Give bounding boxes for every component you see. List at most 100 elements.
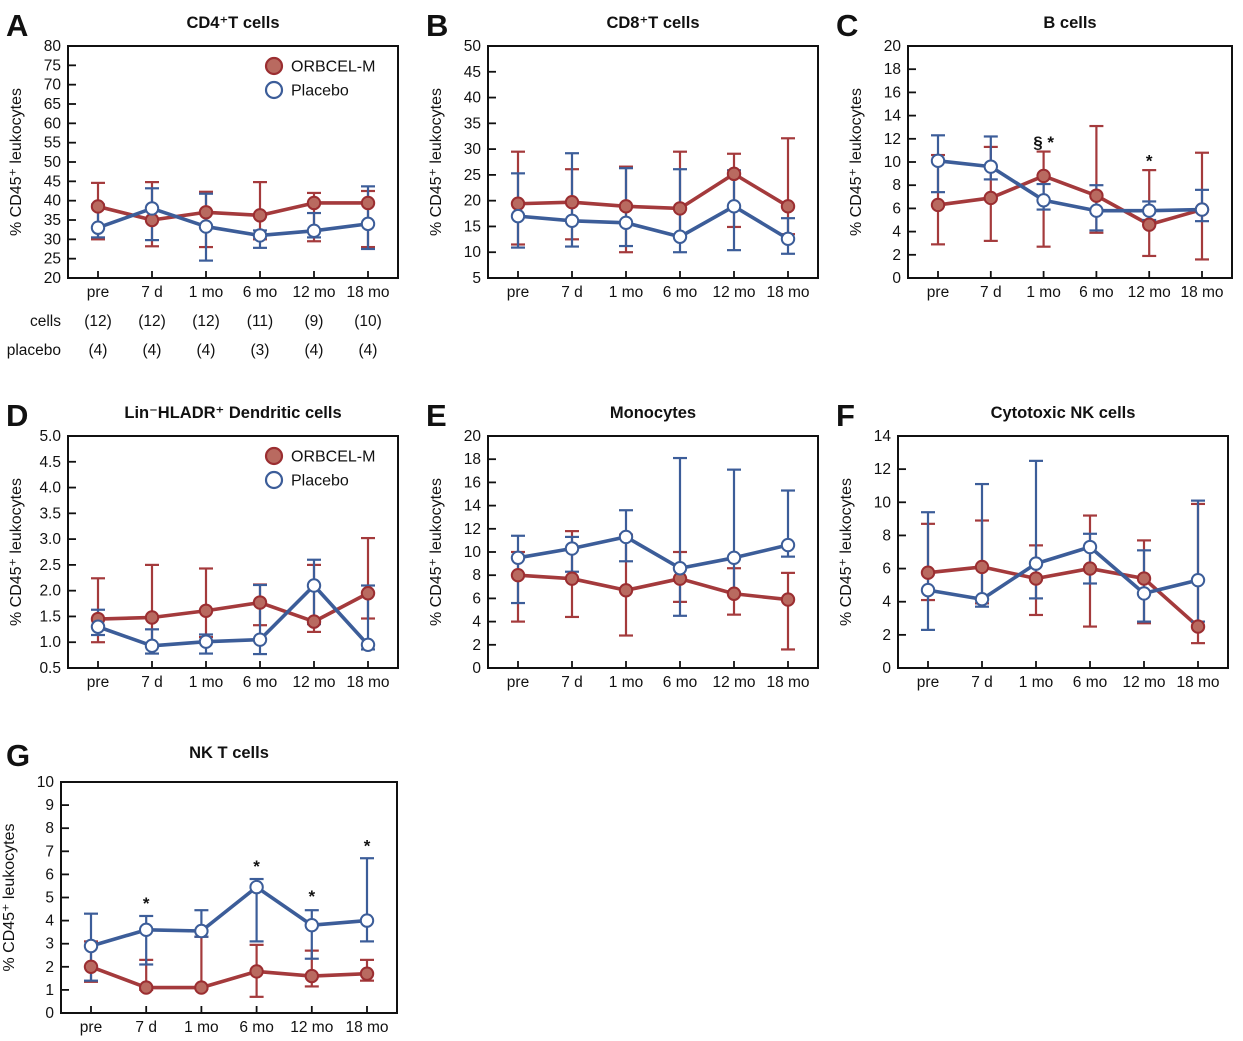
series-orbcel-m-error-bars	[511, 137, 795, 254]
series-orbcel-m-data-point	[359, 966, 375, 981]
svg-text:1 mo: 1 mo	[609, 674, 643, 691]
series-placebo-data-point	[252, 228, 268, 243]
series-orbcel-m-data-point	[90, 199, 106, 214]
svg-text:8: 8	[892, 177, 901, 194]
series-orbcel-m-data-point	[144, 610, 160, 625]
series-orbcel-m-data-point	[510, 568, 526, 583]
series-orbcel-m-data-point	[780, 199, 796, 214]
svg-text:% CD45⁺ leukocytes: % CD45⁺ leukocytes	[838, 478, 855, 626]
svg-text:E: E	[426, 398, 447, 433]
svg-text:1: 1	[45, 982, 54, 999]
series-placebo-error-bars	[511, 456, 795, 617]
svg-text:(4): (4)	[197, 342, 216, 359]
series-orbcel-m-markers	[920, 559, 1206, 634]
svg-text:6: 6	[882, 561, 891, 578]
svg-text:Lin⁻HLADR⁺ Dendritic cells: Lin⁻HLADR⁺ Dendritic cells	[124, 404, 341, 422]
svg-text:NK T cells: NK T cells	[189, 744, 269, 762]
series-placebo-data-point	[198, 634, 214, 649]
panel-a: A CD4⁺T cells % CD45⁺ leukocytes 20 25 30 35 40…	[0, 0, 413, 377]
svg-text:(4): (4)	[305, 342, 324, 359]
svg-text:6 mo: 6 mo	[239, 1019, 273, 1036]
y-axis: 0 2 4 6 8 10 12 14 16 18 20	[464, 428, 496, 677]
svg-text:4.5: 4.5	[39, 454, 61, 471]
series-orbcel-m-line	[90, 965, 368, 990]
svg-text:1 mo: 1 mo	[609, 284, 643, 301]
series-placebo-markers	[920, 539, 1206, 607]
svg-text:2: 2	[472, 637, 481, 654]
series-placebo-data-point	[726, 550, 742, 566]
y-axis-label: % CD45⁺ leukocytes	[8, 478, 25, 626]
panel-e: E Monocytes % CD45⁺ leukocytes 0 2 4 6 8 10 12 14 1…	[420, 390, 833, 717]
series-orbcel-m-data-point	[83, 959, 99, 975]
panel-d-chart: D Lin⁻HLADR⁺ Dendritic cells % CD45⁺ leuko…	[6, 398, 399, 691]
svg-text:12: 12	[874, 461, 891, 478]
series-orbcel-m-line	[937, 174, 1203, 227]
svg-text:% CD45⁺ leukocytes: % CD45⁺ leukocytes	[428, 88, 445, 236]
series-placebo-data-point	[1136, 586, 1152, 601]
x-axis: pre 7 d 1 mo 6 mo 12 mo 18 mo	[917, 661, 1220, 691]
svg-text:(11): (11)	[247, 313, 273, 330]
svg-text:6: 6	[45, 866, 54, 883]
panel-title: CD4⁺T cells	[186, 14, 279, 32]
svg-text:30: 30	[44, 231, 62, 248]
series-orbcel-m-data-point	[983, 190, 999, 206]
panel-e-chart: E Monocytes % CD45⁺ leukocytes 0 2 4 6 8 10 12 14 1…	[426, 398, 819, 691]
plot-frame	[487, 45, 819, 279]
series-orbcel-m-line	[97, 201, 368, 222]
series-orbcel-m-data-point	[306, 195, 322, 211]
series-placebo-data-point	[1036, 193, 1051, 208]
series-placebo-line	[97, 583, 370, 648]
series-placebo-data-point	[618, 215, 634, 231]
significance-annotation: *	[143, 894, 150, 913]
svg-text:0: 0	[45, 1005, 54, 1022]
series-placebo-markers	[510, 529, 796, 576]
svg-text:18 mo: 18 mo	[1180, 284, 1223, 301]
panel-f-chart: F Cytotoxic NK cells % CD45⁺ leukocytes 0 2 4…	[836, 398, 1229, 691]
series-placebo-data-point	[1028, 556, 1044, 571]
svg-text:6 mo: 6 mo	[243, 284, 277, 301]
svg-text:(10): (10)	[354, 313, 382, 330]
svg-text:*: *	[1146, 152, 1153, 171]
svg-text:(12): (12)	[138, 313, 166, 330]
svg-text:18 mo: 18 mo	[346, 284, 389, 301]
svg-text:80: 80	[44, 38, 62, 55]
panel-letter: A	[6, 8, 28, 43]
series-placebo-line	[90, 885, 368, 948]
svg-text:18 mo: 18 mo	[766, 674, 809, 691]
svg-text:18: 18	[884, 61, 901, 78]
svg-text:(4): (4)	[89, 342, 108, 359]
series-orbcel-m-data-point	[618, 583, 634, 598]
svg-text:4: 4	[882, 594, 891, 611]
svg-text:7 d: 7 d	[141, 284, 163, 301]
series-orbcel-m-data-point	[304, 968, 319, 984]
svg-text:10: 10	[884, 154, 902, 171]
svg-text:CD4⁺T cells: CD4⁺T cells	[186, 14, 279, 32]
svg-text:7 d: 7 d	[561, 284, 583, 301]
y-axis: 0.5 1.0 1.5 2.0 2.5 3.0 3.5 4.0 4.5 5.0	[39, 428, 76, 677]
svg-text:0.5: 0.5	[39, 660, 61, 677]
plot-frame	[67, 435, 399, 669]
series-orbcel-m-line	[97, 591, 369, 624]
series-placebo-data-point	[306, 223, 322, 239]
svg-text:(3): (3)	[251, 342, 270, 359]
y-axis-label: % CD45⁺ leukocytes	[8, 88, 25, 236]
panel-b: B CD8⁺T cells % CD45⁺ leukocytes 5 10 15 20 25 3…	[420, 0, 833, 327]
svg-text:10: 10	[874, 494, 892, 511]
panel-g-chart: G NK T cells % CD45⁺ leukocytes 0 1 2 3 4 5 6 7 8 9 1…	[1, 738, 398, 1036]
legend-placebo-marker	[264, 470, 284, 490]
svg-text:2: 2	[892, 247, 901, 264]
svg-text:10: 10	[464, 544, 482, 561]
series-orbcel-m-data-point	[564, 195, 580, 210]
series-orbcel-m-data-point	[1082, 561, 1098, 576]
series-placebo-line	[937, 159, 1203, 213]
series-placebo-line	[927, 545, 1199, 602]
series-placebo-data-point	[1142, 203, 1157, 218]
svg-text:1 mo: 1 mo	[1026, 284, 1060, 301]
series-placebo-data-point	[90, 220, 106, 235]
series-placebo-data-point	[304, 918, 319, 933]
svg-text:pre: pre	[917, 674, 939, 691]
series-placebo-data-point	[510, 550, 526, 566]
svg-text:Cytotoxic NK cells: Cytotoxic NK cells	[991, 404, 1136, 422]
series-placebo-data-point	[1082, 539, 1098, 555]
series-orbcel-m-markers	[83, 959, 375, 995]
